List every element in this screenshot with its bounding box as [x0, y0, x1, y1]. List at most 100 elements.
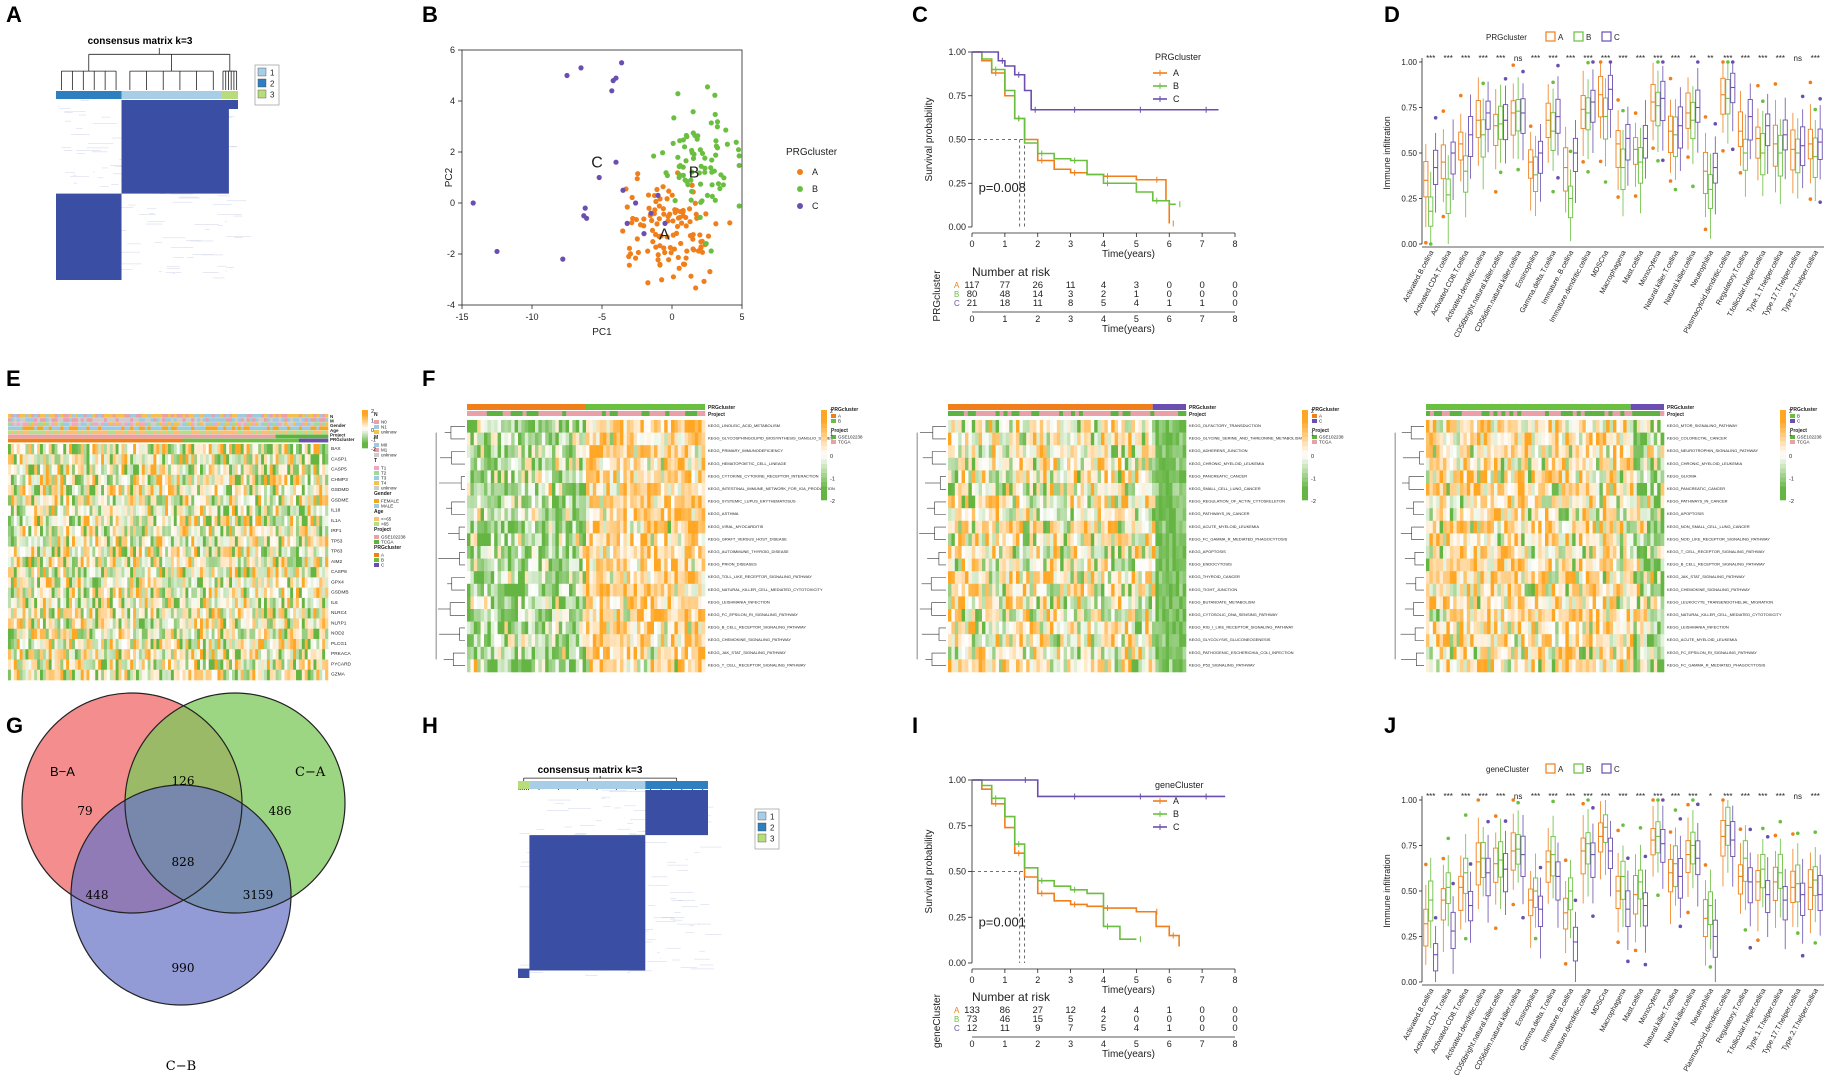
annotation-cell [57, 418, 61, 422]
heat-cell [531, 470, 536, 484]
project-bar-cell [645, 411, 650, 416]
annotation-cell [246, 430, 250, 435]
annotation-cell [37, 430, 41, 435]
heat-cell [165, 495, 169, 506]
heat-cell [197, 556, 201, 568]
heat-cell [173, 515, 178, 527]
annotation-cell [127, 422, 131, 426]
heat-cell [220, 444, 224, 455]
heat-cell [545, 420, 549, 433]
pca-point-b [684, 134, 690, 140]
heat-cell [229, 556, 233, 568]
heat-cell [473, 495, 478, 509]
legend-swatch [374, 453, 379, 457]
heat-cell [284, 526, 288, 537]
heat-cell [179, 587, 183, 599]
annotation-cell [40, 430, 44, 435]
heat-cell [104, 495, 108, 506]
heat-cell [266, 505, 271, 517]
heat-cell [684, 495, 689, 509]
heat-cell [202, 628, 207, 640]
pca-point-a [683, 255, 689, 261]
heat-cell [548, 445, 553, 459]
pca-point-a [666, 257, 672, 263]
annotation-cell [34, 438, 38, 443]
heat-cell [694, 483, 699, 496]
heat-cell [168, 628, 172, 640]
pca-point-b [717, 185, 723, 192]
significance-label: ** [1707, 54, 1713, 63]
legend-label: 3 [270, 91, 275, 100]
heat-cell [249, 608, 253, 619]
dendro-branch [458, 526, 465, 540]
heat-cell [319, 649, 323, 660]
heat-cell [538, 445, 543, 459]
annotation-cell [115, 414, 119, 418]
heat-cell [156, 597, 160, 609]
heat-cell [80, 505, 84, 517]
pca-point-a [678, 240, 684, 247]
annotation-cell [220, 418, 224, 422]
cluster-bar [586, 404, 705, 410]
pca-point-a [680, 207, 686, 214]
annotation-cell [307, 414, 311, 418]
annotation-cell [124, 414, 128, 418]
heat-cell [80, 587, 84, 599]
heat-cell [150, 618, 154, 629]
heat-cell [45, 556, 50, 568]
heat-cell [623, 432, 628, 446]
heat-cell [266, 597, 271, 609]
km-curve-a [972, 51, 1171, 224]
heat-cell [637, 508, 641, 522]
annotation-cell [208, 414, 212, 418]
heat-cell [37, 454, 41, 465]
heat-cell [197, 638, 201, 650]
pca-point-a [669, 192, 675, 198]
heat-cell [234, 669, 239, 681]
annotation-cell [80, 430, 84, 435]
heat-cell [109, 567, 114, 578]
annotation-cell [104, 418, 108, 422]
heat-cell [31, 628, 35, 640]
heat-cell [501, 457, 505, 471]
annotation-cell [13, 426, 18, 431]
heat-cell [83, 618, 87, 629]
annotation-cell [179, 422, 183, 426]
annotation-cell [37, 438, 41, 443]
heat-cell [150, 505, 154, 517]
pca-point-a [678, 220, 685, 226]
heat-cell [246, 638, 250, 650]
pca-point-a [660, 206, 666, 212]
heat-cell [269, 638, 274, 650]
annotation-cell [261, 438, 265, 443]
heat-cell [138, 444, 143, 455]
heat-cell [674, 508, 679, 522]
heat-cell [159, 474, 163, 486]
heat-cell [613, 508, 617, 522]
box-c [1677, 106, 1683, 149]
legend-group-title: Age [374, 509, 384, 515]
heat-cell [304, 597, 308, 609]
heat-cell [77, 546, 82, 558]
heat-cell [188, 505, 192, 517]
legend-swatch [257, 89, 267, 99]
annotation-cell [188, 430, 192, 435]
heat-cell [322, 669, 326, 681]
heat-cell [118, 669, 122, 681]
heat-cell [310, 464, 314, 476]
heat-cell [45, 454, 50, 465]
heat-cell [25, 526, 29, 537]
heat-cell [165, 649, 169, 660]
annotation-cell [144, 434, 148, 439]
annotation-cell [118, 438, 122, 443]
annotation-cell [109, 430, 114, 435]
heat-cell [243, 474, 247, 486]
heat-cell [127, 444, 131, 455]
annotation-cell [281, 426, 285, 431]
heat-cell [179, 659, 183, 671]
heat-cell [582, 445, 587, 459]
annotation-cell [194, 426, 198, 431]
heat-cell [293, 567, 297, 578]
heat-cell [115, 515, 119, 527]
annotation-cell [214, 430, 218, 435]
